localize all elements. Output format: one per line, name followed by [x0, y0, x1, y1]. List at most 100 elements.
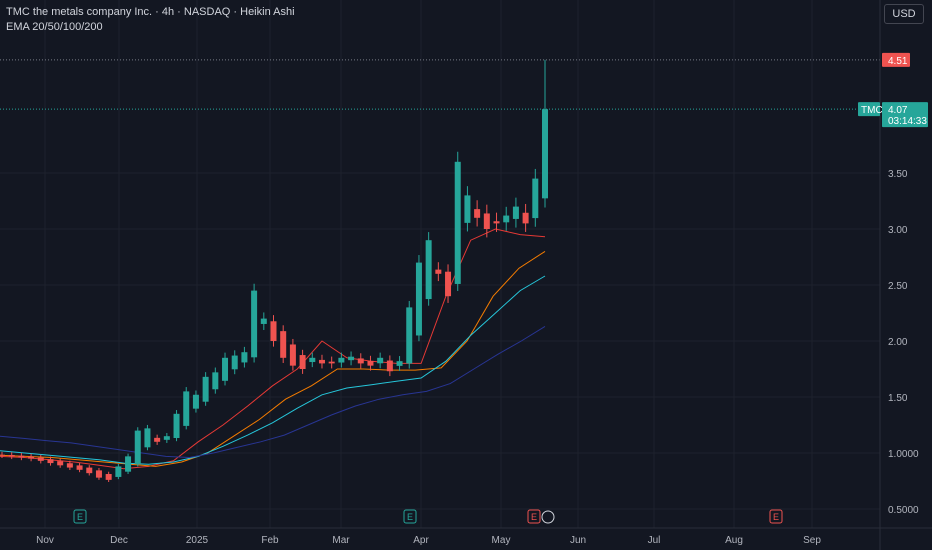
time-tick-label: May — [492, 535, 511, 546]
time-tick-label: Jun — [570, 535, 586, 546]
candle — [144, 424, 151, 451]
candle-body — [76, 465, 83, 470]
candle-body — [66, 463, 73, 468]
candle-body — [95, 470, 102, 478]
candle — [95, 468, 102, 480]
candle — [241, 346, 248, 368]
candle — [66, 460, 73, 470]
candle-body — [0, 454, 5, 456]
candle — [522, 203, 529, 232]
candle — [202, 372, 209, 406]
candle-body — [115, 466, 122, 477]
price-tick-label: 1.50 — [888, 393, 908, 404]
candle-body — [522, 212, 529, 224]
candle — [125, 453, 132, 475]
candle-body — [454, 161, 461, 284]
candle-body — [503, 215, 510, 223]
candle — [270, 315, 277, 347]
candle — [406, 300, 413, 369]
earnings-icon-frame — [527, 509, 541, 524]
candle-body — [483, 213, 490, 229]
time-tick-label: Mar — [332, 535, 350, 546]
earnings-icon[interactable]: E — [403, 509, 417, 524]
currency-button[interactable]: USD — [884, 4, 924, 24]
symbol-title[interactable]: TMC the metals company Inc. · 4h · NASDA… — [6, 6, 295, 18]
time-axis: Nov Dec 2025 Feb Mar Apr May Jun Jul Aug Sep — [0, 527, 932, 546]
price-axis: 3.50 3.00 2.50 2.00 1.50 1.0000 0.5000 4.51 TMC 4… — [858, 0, 928, 550]
earnings-icon-label: E — [77, 512, 83, 522]
candle-body — [280, 331, 287, 358]
candle-body — [28, 456, 35, 459]
candle — [134, 427, 141, 467]
last-price-value: 4.07 — [888, 105, 908, 116]
candle-body — [299, 355, 306, 369]
candle-body — [202, 376, 209, 402]
candle-body — [464, 195, 471, 223]
candle — [396, 356, 403, 371]
candle-body — [328, 361, 335, 364]
candle — [445, 264, 452, 303]
time-tick-label: Sep — [803, 535, 821, 546]
earnings-icon-frame — [403, 509, 417, 524]
candle — [115, 463, 122, 480]
candle-body — [183, 391, 190, 426]
candle — [309, 352, 316, 368]
candle — [0, 451, 5, 458]
candle-body — [163, 436, 170, 440]
split-icon — [541, 510, 555, 524]
candle-body — [309, 357, 316, 363]
candle — [328, 356, 335, 369]
candle — [173, 410, 180, 442]
candle — [28, 453, 35, 462]
high-price-tag — [882, 52, 910, 67]
price-tick-label: 3.50 — [888, 169, 908, 180]
price-tick-label: 1.0000 — [888, 449, 919, 460]
candle — [222, 352, 229, 386]
candle-body — [8, 454, 15, 457]
candle — [415, 255, 422, 342]
candle — [280, 325, 287, 363]
symbol-tag — [858, 102, 880, 117]
candle — [154, 434, 161, 445]
time-tick-label: Nov — [36, 535, 54, 546]
time-tick-label: Aug — [725, 535, 743, 546]
candle-body — [173, 413, 180, 439]
candle-body — [445, 271, 452, 297]
price-tick-label: 2.00 — [888, 337, 908, 348]
earnings-icon[interactable]: E — [527, 509, 541, 524]
time-tick-label: 2025 — [186, 535, 209, 546]
chart-grid — [0, 0, 880, 528]
candle — [483, 204, 490, 238]
earnings-icon[interactable]: E — [769, 509, 783, 524]
earnings-icon[interactable]: E — [73, 509, 87, 524]
candle — [18, 452, 25, 461]
candle-body — [231, 355, 238, 370]
candle-body — [222, 357, 229, 381]
time-tick-label: Feb — [261, 535, 279, 546]
last-price-tag — [882, 102, 928, 128]
candle — [377, 352, 384, 369]
candle-body — [105, 474, 112, 480]
candle — [289, 338, 296, 371]
candle-body — [125, 456, 132, 472]
candle-body — [86, 467, 93, 474]
candle-body — [542, 109, 548, 199]
ema-line-2 — [0, 250, 546, 467]
candle-body — [270, 321, 277, 341]
candle — [105, 471, 112, 483]
candle — [231, 350, 238, 375]
candle-body — [348, 356, 355, 361]
price-lines — [0, 59, 880, 110]
candle-body — [512, 206, 519, 219]
ema-line-4 — [0, 325, 546, 459]
indicator-label[interactable]: EMA 20/50/100/200 — [6, 21, 103, 33]
candle-body — [289, 344, 296, 366]
earnings-icon-label: E — [773, 512, 779, 522]
earnings-icon-label: E — [407, 512, 413, 522]
candle — [318, 354, 325, 369]
ema-lines — [0, 228, 546, 470]
candle-body — [37, 457, 44, 461]
candle-body — [425, 240, 432, 300]
candle-body — [396, 361, 403, 366]
